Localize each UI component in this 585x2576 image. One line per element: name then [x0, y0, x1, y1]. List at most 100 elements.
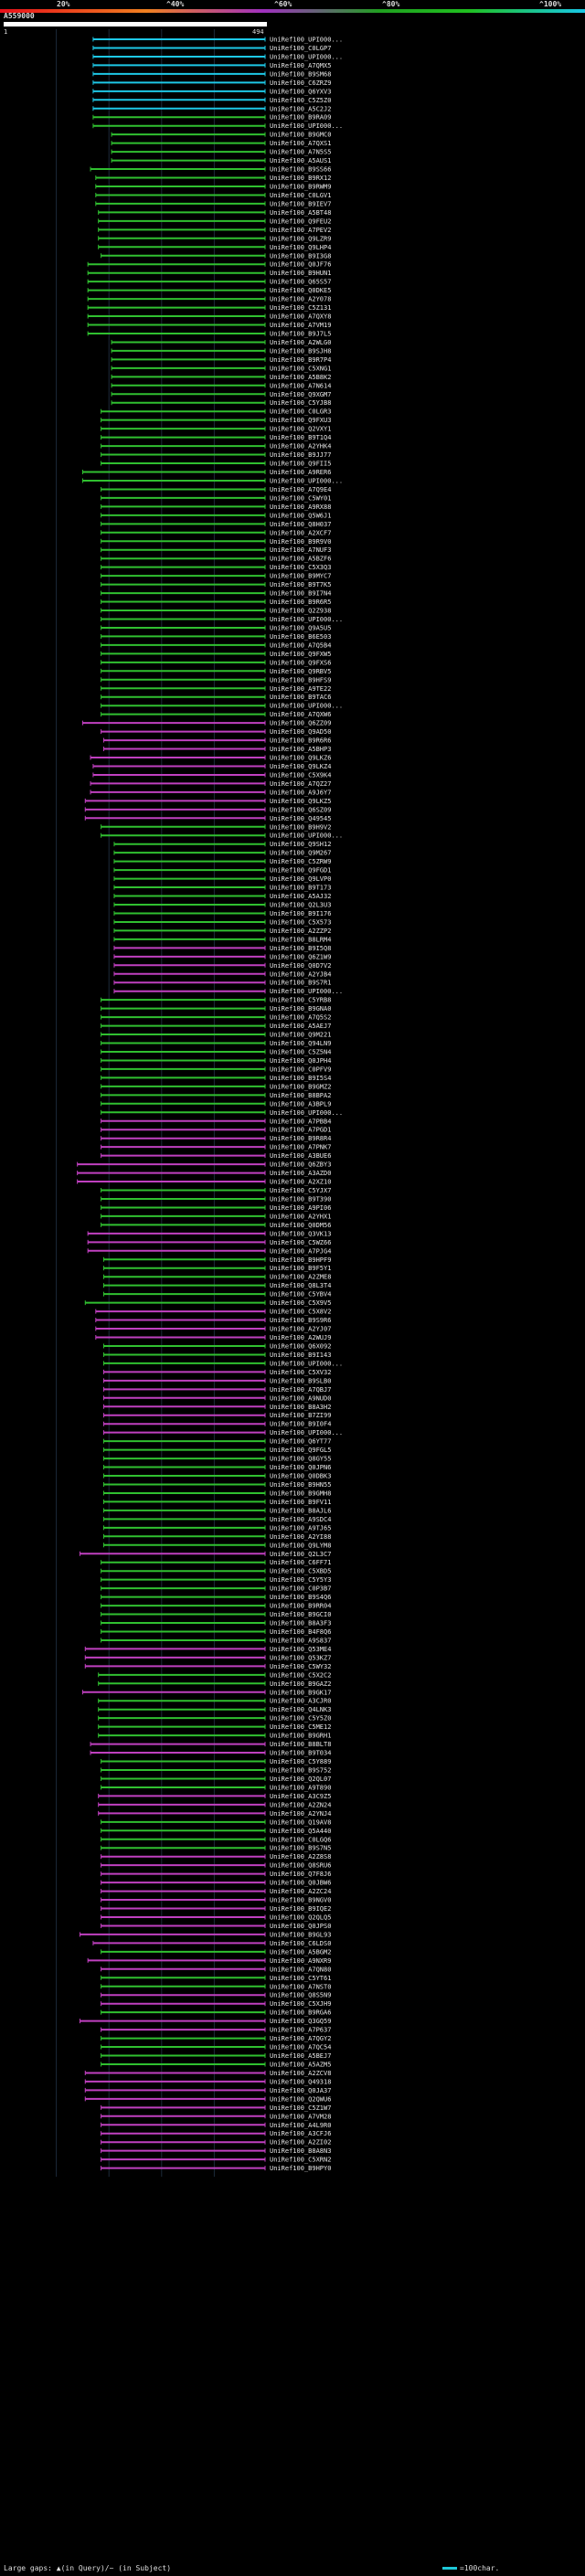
hit-label[interactable]: UniRef100_B9HPY0	[270, 2165, 331, 2172]
hit-label[interactable]: UniRef100_B9T390	[270, 1195, 331, 1203]
hit-label[interactable]: UniRef100_A2WLG0	[270, 339, 331, 346]
hit-row[interactable]: UniRef100_B9F5Y1	[102, 1265, 331, 1272]
hit-row[interactable]: UniRef100_A5BZF6	[101, 556, 332, 563]
hit-label[interactable]: UniRef100_A5AZM5	[270, 2061, 331, 2068]
hit-row[interactable]: UniRef100_A7Q9E4	[101, 486, 332, 493]
hit-label[interactable]: UniRef100_B9RWM9	[270, 183, 331, 190]
hit-label[interactable]: UniRef100_Q49545	[270, 815, 331, 822]
hit-label[interactable]: UniRef100_A5C2J2	[270, 105, 331, 112]
hit-label[interactable]: UniRef100_A7QMX5	[270, 62, 331, 69]
hit-row[interactable]: UniRef100_B9I0F4	[102, 1421, 331, 1428]
hit-label[interactable]: UniRef100_C5Z5N4	[270, 1048, 331, 1055]
hit-row[interactable]: UniRef100_B9GAZ2	[98, 1680, 332, 1688]
hit-row[interactable]: UniRef100_A7PGD1	[101, 1127, 332, 1134]
hit-row[interactable]: UniRef100_B8A3F3	[101, 1620, 332, 1627]
hit-row[interactable]: UniRef100_C5XJH9	[101, 2000, 332, 2008]
hit-label[interactable]: UniRef100_A7QC54	[270, 2044, 331, 2051]
hit-label[interactable]: UniRef100_A7QXW6	[270, 711, 331, 718]
hit-label[interactable]: UniRef100_A7Q5S2	[270, 1014, 331, 1022]
hit-row[interactable]: UniRef100_A9RER6	[81, 469, 331, 476]
hit-row[interactable]: UniRef100_Q0D7V2	[113, 962, 331, 970]
hit-row[interactable]: UniRef100_B9GMH8	[102, 1489, 331, 1497]
hit-label[interactable]: UniRef100_B6E503	[270, 633, 331, 641]
hit-row[interactable]: UniRef100_A7NUF3	[101, 546, 332, 554]
hit-row[interactable]: UniRef100_Q7F8J6	[101, 1871, 332, 1878]
hit-row[interactable]: UniRef100_Q9XGM7	[111, 391, 331, 398]
hit-label[interactable]: UniRef100_C5Y5Z0	[270, 1715, 331, 1723]
hit-label[interactable]: UniRef100_Q9LZR9	[270, 235, 331, 242]
hit-label[interactable]: UniRef100_A2ZI02	[270, 2139, 331, 2147]
hit-row[interactable]: UniRef100_C5Z131	[87, 304, 331, 312]
hit-label[interactable]: UniRef100_C5Z1W7	[270, 2104, 331, 2112]
hit-row[interactable]: UniRef100_A3C9Z5	[98, 1793, 332, 1800]
hit-row[interactable]: UniRef100_Q0JA37	[84, 2087, 331, 2094]
hit-row[interactable]: UniRef100_A9SDC4	[102, 1516, 331, 1523]
hit-row[interactable]: UniRef100_C5X8V2	[95, 1309, 332, 1316]
hit-label[interactable]: UniRef100_C6ZRZ9	[270, 80, 331, 87]
hit-label[interactable]: UniRef100_A9T890	[270, 1784, 331, 1791]
hit-label[interactable]: UniRef100_C5ME12	[270, 1723, 331, 1731]
hit-row[interactable]: UniRef100_B9R6R6	[102, 737, 331, 745]
hit-row[interactable]: UniRef100_Q9LHP4	[98, 244, 332, 251]
hit-row[interactable]: UniRef100_Q0JPN6	[102, 1464, 331, 1471]
hit-row[interactable]: UniRef100_A2ZME8	[102, 1274, 331, 1281]
hit-row[interactable]: UniRef100_B9HPY0	[101, 2165, 332, 2172]
hit-row[interactable]: UniRef100_B9J7L5	[87, 330, 331, 337]
hit-row[interactable]: UniRef100_A5AZM5	[101, 2061, 332, 2068]
hit-label[interactable]: UniRef100_A7QXS1	[270, 140, 331, 147]
hit-row[interactable]: UniRef100_Q9FGD1	[113, 867, 331, 875]
hit-label[interactable]: UniRef100_B7ZI99	[270, 1412, 331, 1419]
hit-label[interactable]: UniRef100_A3CJR0	[270, 1698, 331, 1705]
hit-row[interactable]: UniRef100_A5BGM2	[101, 1948, 332, 1956]
hit-label[interactable]: UniRef100_Q0JPN6	[270, 1464, 331, 1471]
hit-label[interactable]: UniRef100_A9NXR9	[270, 1957, 331, 1965]
hit-label[interactable]: UniRef100_Q8L3T4	[270, 1282, 331, 1289]
hit-label[interactable]: UniRef100_A7QBJ7	[270, 1386, 331, 1394]
hit-row[interactable]: UniRef100_UPI000...	[92, 53, 343, 60]
hit-label[interactable]: UniRef100_B9R8R4	[270, 1135, 331, 1142]
hit-row[interactable]: UniRef100_C5ME12	[98, 1723, 332, 1731]
hit-row[interactable]: UniRef100_B9IEV7	[95, 200, 332, 207]
hit-row[interactable]: UniRef100_A9PI06	[101, 1204, 332, 1212]
hit-row[interactable]: UniRef100_B6E503	[101, 633, 332, 641]
hit-row[interactable]: UniRef100_C0P3B7	[101, 1585, 332, 1593]
hit-label[interactable]: UniRef100_A2ZCV8	[270, 2070, 331, 2077]
hit-row[interactable]: UniRef100_UPI000...	[101, 616, 344, 623]
hit-row[interactable]: UniRef100_B8AJL6	[102, 1507, 331, 1514]
hit-label[interactable]: UniRef100_B9GK17	[270, 1689, 331, 1696]
hit-label[interactable]: UniRef100_Q8SRU6	[270, 1862, 331, 1870]
hit-row[interactable]: UniRef100_A5AUS1	[111, 157, 331, 164]
hit-label[interactable]: UniRef100_Q9RBV5	[270, 668, 331, 675]
hit-label[interactable]: UniRef100_A2ZME8	[270, 1274, 331, 1281]
hit-row[interactable]: UniRef100_C5WY01	[101, 494, 332, 502]
hit-row[interactable]: UniRef100_B4F8Q6	[101, 1628, 332, 1636]
hit-row[interactable]: UniRef100_A7VM28	[101, 2113, 332, 2120]
hit-label[interactable]: UniRef100_B8AJL6	[270, 1507, 331, 1514]
hit-row[interactable]: UniRef100_C5Z5Z0	[92, 97, 332, 104]
hit-row[interactable]: UniRef100_Q8GY55	[102, 1456, 331, 1463]
hit-row[interactable]: UniRef100_C5YBV4	[102, 1291, 331, 1299]
hit-row[interactable]: UniRef100_B9I143	[102, 1352, 331, 1359]
hit-label[interactable]: UniRef100_A5BHP3	[270, 746, 331, 753]
hit-row[interactable]: UniRef100_A2YHK4	[101, 443, 332, 451]
hit-row[interactable]: UniRef100_A9TJ65	[102, 1524, 331, 1532]
hit-label[interactable]: UniRef100_Q9SH12	[270, 841, 331, 848]
hit-label[interactable]: UniRef100_UPI000...	[270, 122, 343, 130]
hit-label[interactable]: UniRef100_B9R7P4	[270, 356, 331, 364]
hit-row[interactable]: UniRef100_Q0JPH4	[101, 1057, 332, 1065]
hit-label[interactable]: UniRef100_B9SLB0	[270, 1377, 331, 1384]
hit-row[interactable]: UniRef100_C5YRB8	[101, 997, 332, 1004]
hit-label[interactable]: UniRef100_B9R6R6	[270, 737, 331, 745]
hit-row[interactable]: UniRef100_Q2L3C7	[80, 1551, 332, 1558]
hit-row[interactable]: UniRef100_B9GRH1	[98, 1733, 332, 1740]
hit-row[interactable]: UniRef100_Q9RBV5	[101, 668, 332, 675]
hit-label[interactable]: UniRef100_Q2L3U3	[270, 902, 331, 909]
hit-row[interactable]: UniRef100_B9S9R6	[95, 1317, 332, 1324]
hit-label[interactable]: UniRef100_Q9FXS6	[270, 659, 331, 666]
hit-label[interactable]: UniRef100_A7Q9E4	[270, 486, 331, 493]
hit-label[interactable]: UniRef100_Q9FXW5	[270, 651, 331, 658]
hit-row[interactable]: UniRef100_Q9FXU3	[101, 417, 332, 424]
hit-label[interactable]: UniRef100_Q6SZ09	[270, 806, 331, 813]
hit-row[interactable]: UniRef100_A2WUJ9	[95, 1334, 332, 1341]
hit-row[interactable]: UniRef100_A5BEJ7	[101, 2052, 332, 2060]
